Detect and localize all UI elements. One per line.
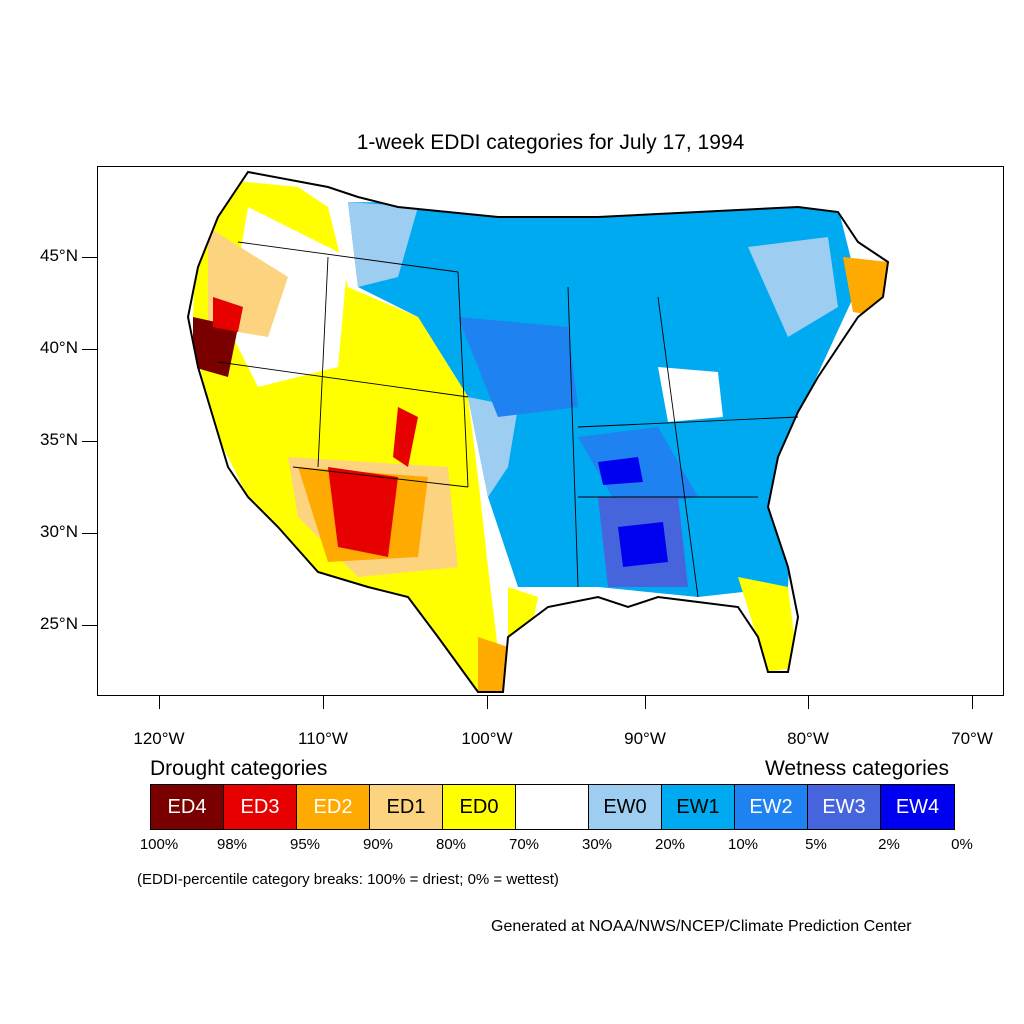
lon-tick-90 [645,696,646,709]
legend-box-neutral [516,785,589,829]
legend-box-ed1: ED1 [370,785,443,829]
category-note: (EDDI-percentile category breaks: 100% =… [137,871,559,888]
percent-break: 20% [654,836,686,853]
drought-categories-heading: Drought categories [150,757,328,780]
wetness-categories-heading: Wetness categories [764,757,949,780]
lat-label-25: 25°N [40,614,78,633]
lon-label-110: 110°W [298,729,348,748]
legend-box-ed4: ED4 [151,785,224,829]
lon-label-100: 100°W [461,729,513,748]
lon-tick-70 [972,696,973,709]
category-legend: ED4 ED3 ED2 ED1 ED0 EW0 EW1 EW2 EW3 EW4 [150,784,955,830]
legend-box-ew0: EW0 [589,785,662,829]
legend-box-ew3: EW3 [808,785,881,829]
lat-tick-30 [82,533,97,534]
lat-tick-25 [82,625,97,626]
lat-label-45: 45°N [40,246,78,265]
percent-break: 5% [805,836,827,853]
lat-tick-45 [82,257,97,258]
percent-break: 70% [508,836,540,853]
lon-tick-110 [323,696,324,709]
percent-break: 0% [951,836,973,853]
us-outline [186,170,890,693]
state-boundaries [217,241,799,598]
percent-break: 2% [878,836,900,853]
lon-tick-100 [487,696,488,709]
lat-label-35: 35°N [40,430,78,449]
legend-box-ed3: ED3 [224,785,297,829]
legend-box-ew4: EW4 [881,785,954,829]
lat-tick-40 [82,349,97,350]
lat-label-40: 40°N [40,338,78,357]
legend-box-ed2: ED2 [297,785,370,829]
percent-break: 95% [289,836,321,853]
lon-label-80: 80°W [787,729,829,748]
eddi-field [188,172,888,692]
percent-break: 80% [435,836,467,853]
lon-label-70: 70°W [951,729,993,748]
percent-break: 10% [727,836,759,853]
lat-tick-35 [82,441,97,442]
lon-label-120: 120°W [133,729,185,748]
percent-break: 90% [362,836,394,853]
eddi-map [97,166,1004,696]
legend-box-ew1: EW1 [662,785,735,829]
lon-label-90: 90°W [624,729,666,748]
lon-tick-80 [808,696,809,709]
map-svg [186,170,890,693]
map-title: 1-week EDDI categories for July 17, 1994 [356,131,745,154]
percent-break: 100% [139,836,179,853]
lat-label-30: 30°N [40,522,78,541]
credit-line: Generated at NOAA/NWS/NCEP/Climate Predi… [491,918,912,935]
percent-break: 30% [581,836,613,853]
percent-break: 98% [216,836,248,853]
legend-box-ed0: ED0 [443,785,516,829]
legend-box-ew2: EW2 [735,785,808,829]
lon-tick-120 [159,696,160,709]
